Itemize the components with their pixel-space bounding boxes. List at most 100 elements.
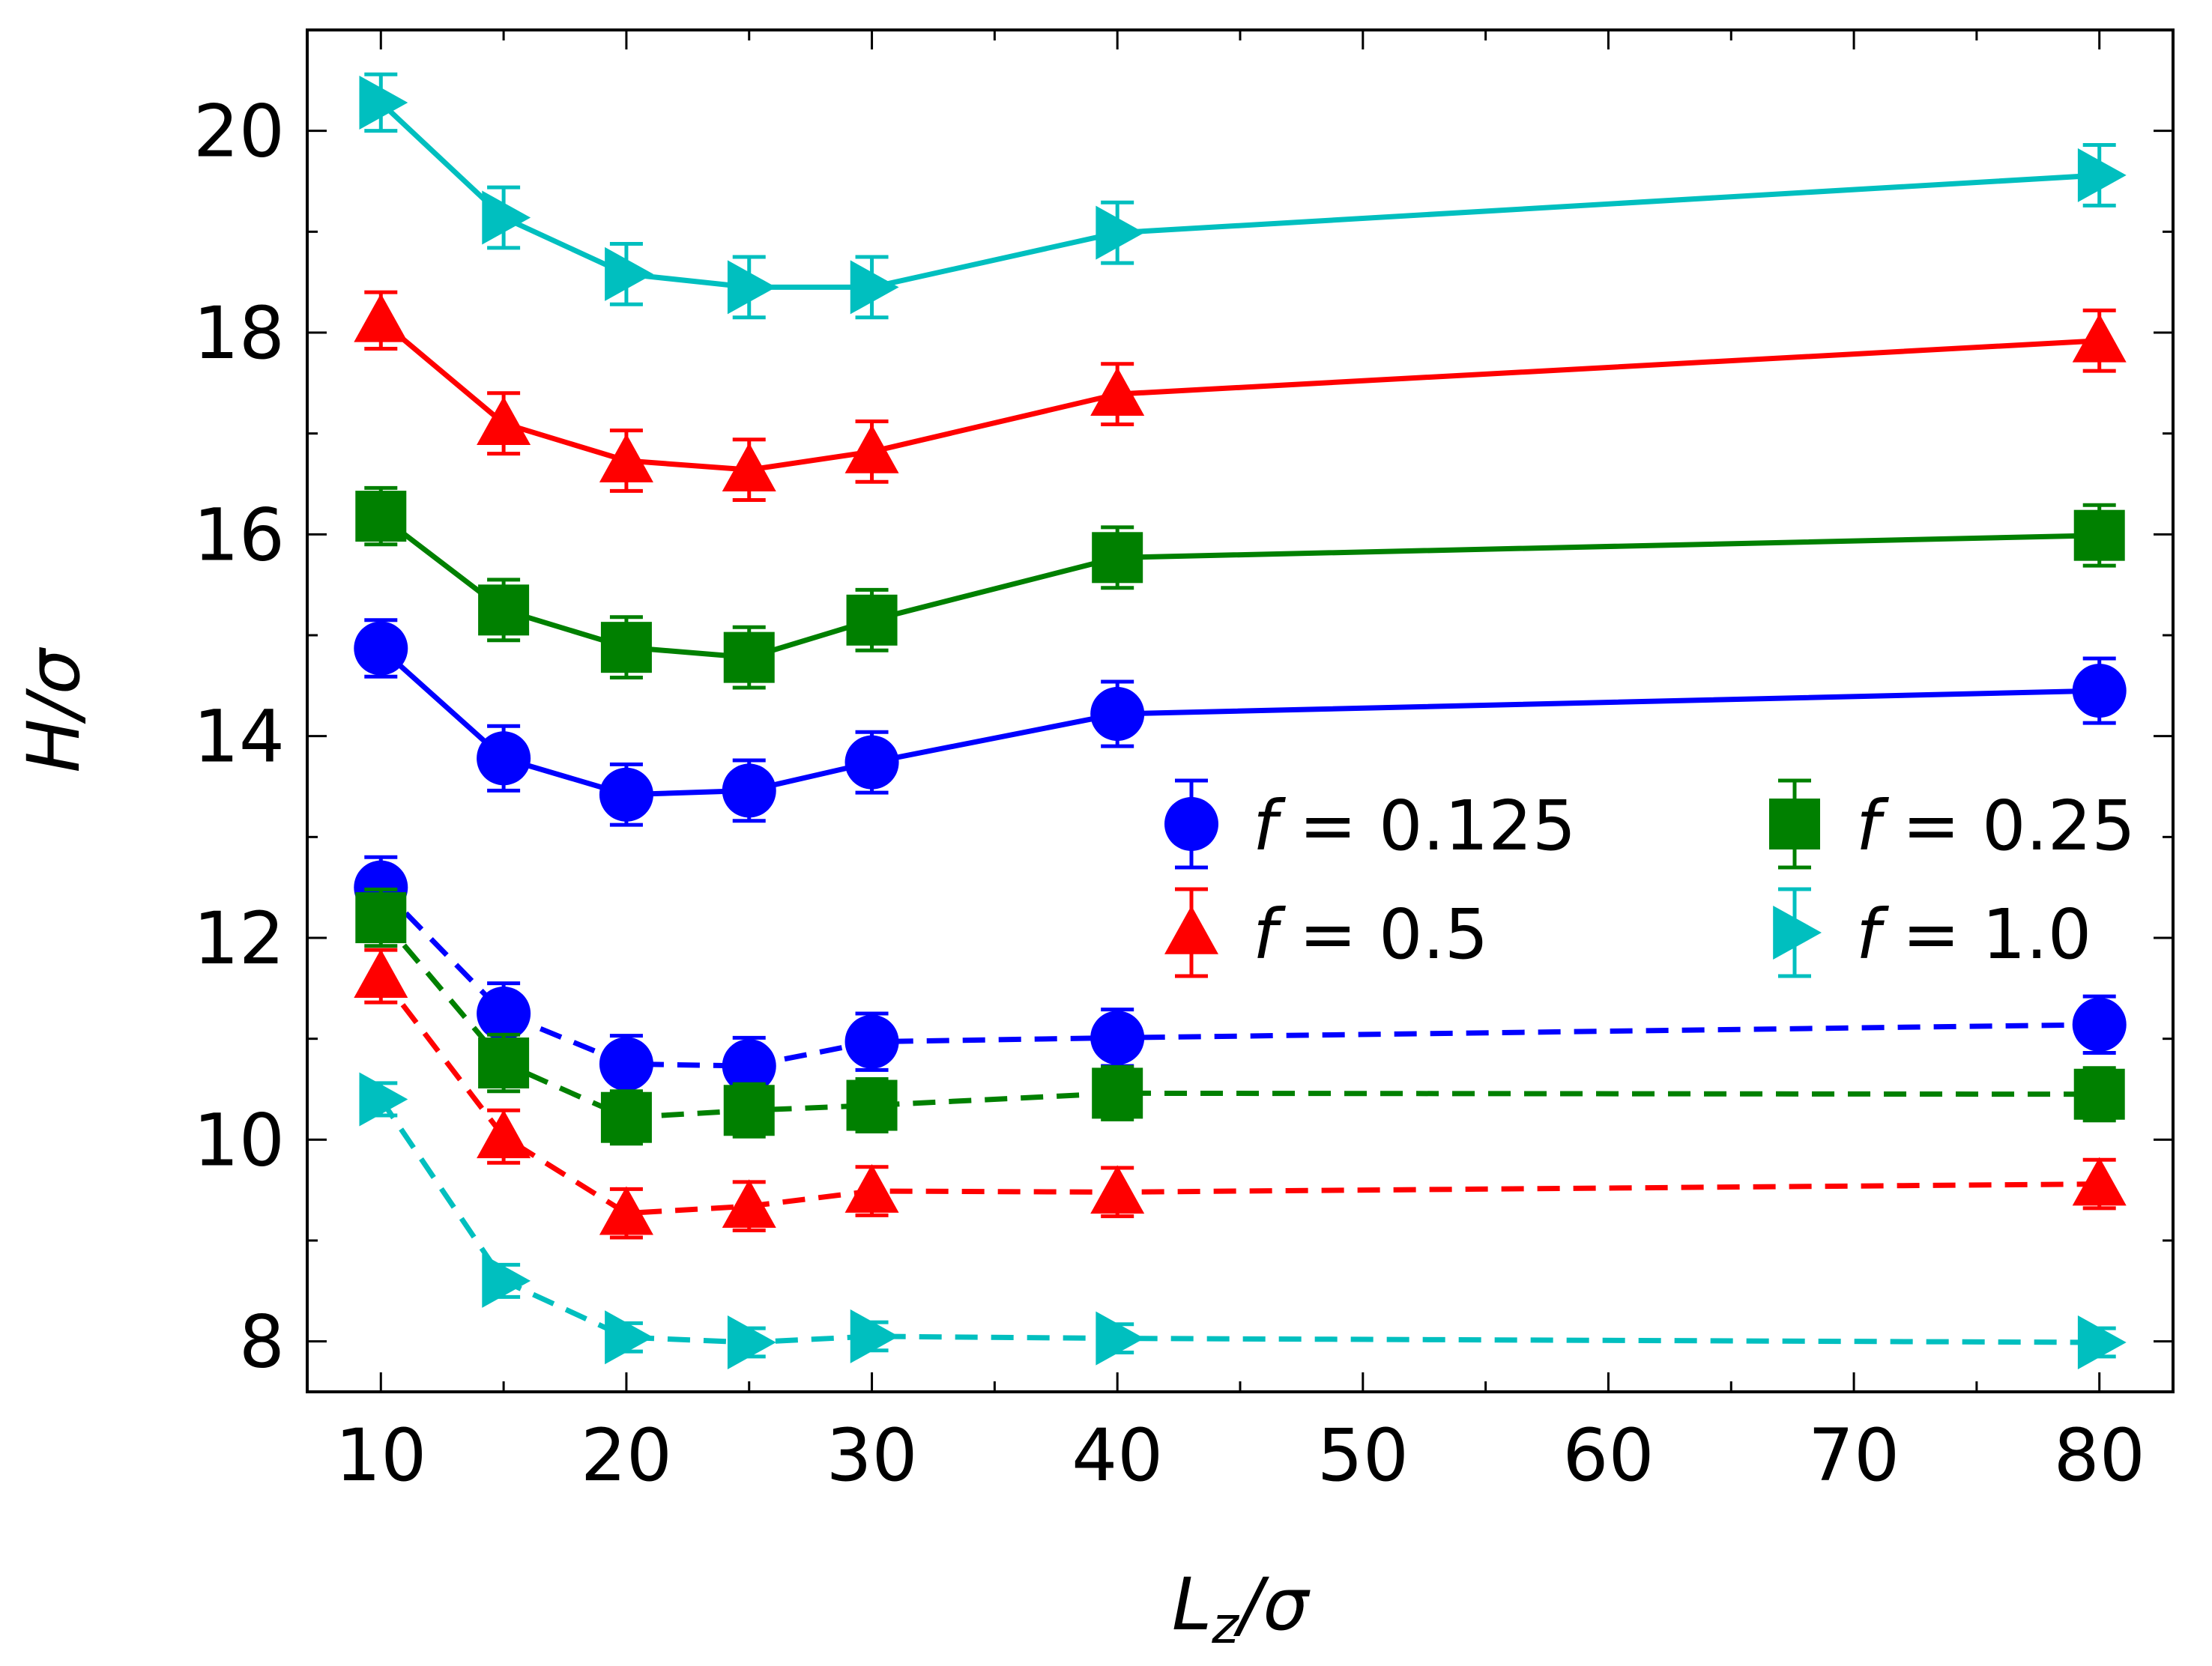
data-point (477, 731, 531, 786)
data-point (477, 396, 531, 445)
legend-label: f = 0.25 (1856, 786, 2136, 866)
x-label-main: L (1172, 1563, 1212, 1647)
data-point (722, 1179, 776, 1229)
data-point (1096, 205, 1145, 260)
data-point (723, 1085, 775, 1136)
legend-marker (1773, 906, 1822, 960)
data-point (478, 584, 530, 636)
data-point (605, 246, 653, 301)
series-0 (354, 618, 2127, 827)
x-tick-label: 40 (1072, 1414, 1163, 1497)
data-point (846, 1079, 898, 1131)
data-point (1090, 687, 1145, 742)
legend-marker (1769, 799, 1820, 849)
legend-entry: f = 1.0 (1773, 887, 2091, 978)
data-point (2073, 1068, 2125, 1120)
legend-marker (1164, 906, 1218, 954)
data-point (727, 1315, 776, 1370)
x-tick-label: 10 (335, 1414, 426, 1497)
legend-label-value: = 1.0 (1880, 894, 2091, 975)
data-point (2073, 509, 2125, 561)
x-tick-label: 50 (1317, 1414, 1409, 1497)
data-point (354, 621, 408, 676)
x-axis-label: Lz/σ (1172, 1563, 1311, 1656)
legend: f = 0.125 f = 0.5 f = 0.25 f = 1.0 (1164, 778, 2136, 978)
data-point (1090, 1011, 1145, 1065)
x-tick-label: 30 (826, 1414, 917, 1497)
data-point (1090, 367, 1145, 416)
data-point (2077, 148, 2127, 202)
data-point (722, 763, 776, 818)
x-tick-label: 80 (2054, 1414, 2145, 1497)
y-axis-label: H/σ (12, 646, 96, 773)
legend-label: f = 0.125 (1253, 786, 1576, 866)
legend-marker (1164, 797, 1218, 851)
x-tick-label: 20 (581, 1414, 672, 1497)
data-point (599, 767, 653, 822)
x-label-rest: /σ (1233, 1563, 1311, 1647)
data-point (850, 1309, 899, 1363)
data-point (482, 190, 531, 245)
series-6 (354, 948, 2127, 1240)
data-point (1096, 1311, 1145, 1366)
legend-entry: f = 0.25 (1769, 778, 2136, 870)
series-line (378, 100, 2100, 290)
data-point (844, 1164, 899, 1213)
legend-entry: f = 0.5 (1164, 887, 1488, 978)
data-point (1090, 1165, 1145, 1214)
data-point (599, 434, 653, 482)
series-line (379, 318, 2100, 473)
series-layer (354, 72, 2127, 1370)
y-tick-label: 16 (193, 493, 285, 577)
data-point (599, 1186, 653, 1235)
data-point (2072, 313, 2127, 363)
series-5 (355, 887, 2125, 1146)
data-point (482, 1253, 531, 1308)
x-tick-label: 70 (1808, 1414, 1900, 1497)
data-point (722, 1039, 776, 1094)
data-point (844, 1014, 899, 1069)
data-point (477, 987, 531, 1041)
data-point (1092, 1067, 1143, 1119)
y-tick-label: 20 (193, 90, 285, 174)
data-point (727, 260, 776, 315)
legend-label-value: = 0.125 (1277, 786, 1576, 866)
data-point (2072, 664, 2127, 718)
axis-ticks (307, 28, 2173, 1392)
data-point (600, 622, 652, 673)
data-point (846, 594, 898, 646)
series-4 (354, 855, 2127, 1097)
y-tick-label: 8 (239, 1300, 285, 1384)
legend-label: f = 0.5 (1253, 894, 1488, 975)
data-point (2072, 1157, 2127, 1206)
data-point (722, 443, 776, 491)
legend-label-value: = 0.5 (1277, 894, 1488, 975)
legend-entry: f = 0.125 (1164, 778, 1576, 870)
data-point (844, 424, 899, 473)
series-line (378, 885, 2100, 1069)
data-point (1092, 532, 1143, 584)
y-tick-label: 18 (193, 291, 285, 375)
data-point (478, 1037, 530, 1088)
x-tick-label: 60 (1562, 1414, 1654, 1497)
data-point (2072, 997, 2127, 1052)
series-1 (355, 485, 2125, 690)
data-point (2077, 1315, 2127, 1370)
data-point (600, 1091, 652, 1143)
data-point (599, 1037, 653, 1091)
plot-frame (306, 28, 2175, 1393)
y-tick-label: 14 (193, 695, 285, 779)
legend-label: f = 1.0 (1856, 894, 2091, 975)
data-point (844, 735, 899, 790)
data-point (359, 1072, 408, 1127)
legend-label-value: = 0.25 (1880, 786, 2135, 866)
data-point (355, 892, 407, 944)
x-label-sub: z (1211, 1596, 1239, 1656)
data-point (605, 1310, 653, 1365)
tick-labels: 10 20 30 40 50 60 70 80 8 10 12 14 16 18 20 (193, 90, 2145, 1497)
data-point (477, 1109, 531, 1159)
data-point (723, 631, 775, 683)
y-tick-label: 12 (193, 897, 285, 981)
data-point (850, 260, 899, 315)
